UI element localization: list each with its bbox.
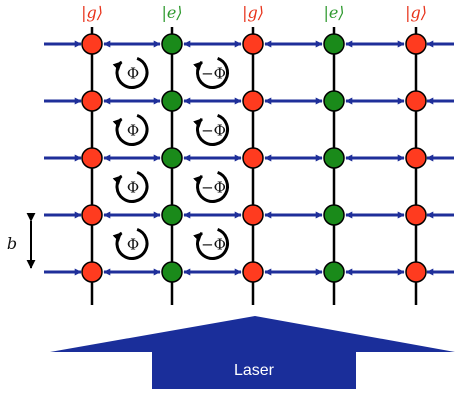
coupling-arrows [44,40,454,276]
ground-state-atom [81,261,103,283]
column-label-5: |g⟩ [405,3,427,22]
laser-arrow-body [152,351,356,389]
column-label-1: |g⟩ [81,3,103,22]
ground-state-atom [405,90,427,112]
laser-arrow: Laser [50,316,455,389]
lattice-sites [81,33,427,283]
ground-state-atom [242,33,264,55]
rotation-arrow-icon [112,227,149,261]
column-label-2: |e⟩ [161,3,182,22]
flux-plaquettes: Φ −Φ Φ −Φ Φ −Φ Φ −Φ [112,56,229,261]
ground-state-atom [242,261,264,283]
flux-label: Φ [127,122,139,140]
flux-label: Φ [127,65,139,83]
rotation-arrow-icon [192,113,229,147]
flux-rotation: −Φ [192,113,229,147]
ground-state-atom [81,90,103,112]
flux-rotation: Φ [112,227,149,261]
excited-state-atom [161,204,183,226]
ground-state-atom [405,147,427,169]
excited-state-atom [323,90,345,112]
excited-state-atom [161,33,183,55]
ground-state-atom [242,147,264,169]
laser-arrow-head [50,316,455,352]
flux-label: −Φ [201,65,226,83]
rotation-arrow-icon [192,56,229,90]
flux-rotation: Φ [112,170,149,204]
excited-state-atom [323,204,345,226]
ground-state-atom [81,147,103,169]
flux-label: Φ [127,236,139,254]
flux-rotation: −Φ [192,227,229,261]
flux-label: Φ [127,179,139,197]
ground-state-atom [81,204,103,226]
flux-rotation: Φ [112,113,149,147]
column-label-4: |e⟩ [323,3,344,22]
column-label-3: |g⟩ [242,3,264,22]
flux-label: −Φ [201,236,226,254]
spacing-marker: b [7,212,36,269]
ground-state-atom [242,204,264,226]
rotation-arrow-icon [192,227,229,261]
excited-state-atom [161,261,183,283]
spacing-label: b [7,234,17,253]
ground-state-atom [405,261,427,283]
excited-state-atom [323,33,345,55]
excited-state-atom [323,147,345,169]
flux-rotation: −Φ [192,170,229,204]
flux-label: −Φ [201,179,226,197]
rotation-arrow-icon [112,113,149,147]
ground-state-atom [81,33,103,55]
ground-state-atom [405,33,427,55]
rotation-arrow-icon [112,170,149,204]
laser-label: Laser [234,362,275,379]
flux-label: −Φ [201,122,226,140]
rotation-arrow-icon [192,170,229,204]
excited-state-atom [161,147,183,169]
rotation-arrow-icon [112,56,149,90]
flux-rotation: −Φ [192,56,229,90]
ground-state-atom [405,204,427,226]
excited-state-atom [161,90,183,112]
flux-rotation: Φ [112,56,149,90]
excited-state-atom [323,261,345,283]
ground-state-atom [242,90,264,112]
